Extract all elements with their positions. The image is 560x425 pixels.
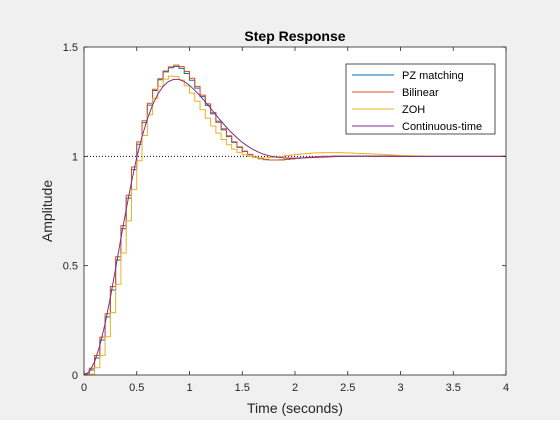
legend: PZ matching Bilinear ZOH Continuous-time xyxy=(345,63,496,135)
series-line-3 xyxy=(84,75,506,376)
series-line-4 xyxy=(83,78,506,376)
x-tick-label: 1.5 xyxy=(235,382,250,394)
x-tick-label: 0.5 xyxy=(129,382,144,394)
y-axis-label: Amplitude xyxy=(39,180,55,242)
legend-label: Bilinear xyxy=(402,87,439,99)
y-tick-label: 1 xyxy=(72,151,78,163)
x-tick-label: 0 xyxy=(81,382,87,394)
legend-label: PZ matching xyxy=(402,70,464,82)
legend-label: Continuous-time xyxy=(402,121,482,133)
y-tick-label: 0 xyxy=(72,370,78,382)
x-tick-label: 4 xyxy=(503,382,509,394)
legend-box xyxy=(345,63,496,135)
x-tick-label: 1 xyxy=(186,382,192,394)
x-axis-label: Time (seconds) xyxy=(247,400,343,416)
legend-label: ZOH xyxy=(402,104,425,116)
x-tick-label: 2.5 xyxy=(340,382,355,394)
x-tick-label: 3 xyxy=(397,382,403,394)
y-tick-label: 0.5 xyxy=(63,261,78,273)
chart-title: Step Response xyxy=(244,28,345,44)
y-tick-label: 1.5 xyxy=(63,42,78,54)
x-tick-label: 2 xyxy=(292,382,298,394)
x-tick-label: 3.5 xyxy=(446,382,461,394)
